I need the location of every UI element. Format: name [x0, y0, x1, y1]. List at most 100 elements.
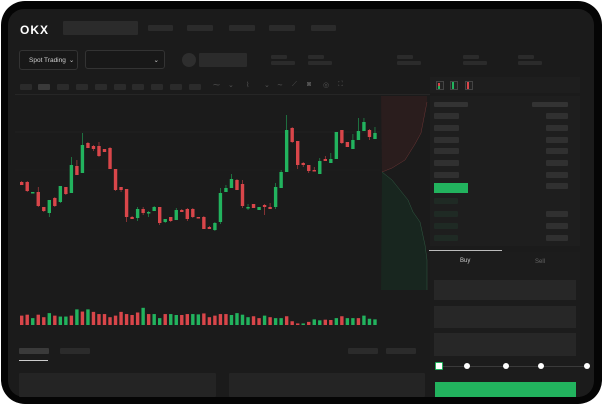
candle[interactable] — [329, 153, 333, 163]
candle[interactable] — [257, 207, 261, 210]
timeframe-button[interactable] — [132, 84, 144, 90]
candle[interactable] — [229, 174, 234, 188]
search-bar[interactable] — [63, 21, 138, 35]
slider-stop-100[interactable] — [584, 363, 590, 369]
timeframe-button[interactable] — [95, 84, 107, 90]
candle[interactable] — [146, 211, 151, 217]
candle[interactable] — [301, 162, 305, 167]
candle[interactable] — [20, 181, 24, 185]
candle[interactable] — [334, 132, 339, 159]
nav-item[interactable] — [229, 25, 255, 31]
chevron-down-icon[interactable]: ⌄ — [264, 82, 270, 89]
timeframe-button[interactable] — [170, 84, 182, 90]
candle[interactable] — [75, 160, 79, 175]
candle[interactable] — [284, 115, 289, 172]
candle[interactable] — [102, 149, 107, 152]
candle[interactable] — [345, 142, 350, 147]
candle[interactable] — [174, 208, 178, 220]
market-selector[interactable]: Spot Trading ⌄ — [19, 50, 78, 70]
buy-submit-button[interactable] — [435, 382, 576, 397]
amount-slider-handle[interactable] — [435, 362, 443, 370]
candle[interactable] — [64, 187, 68, 195]
candle[interactable] — [130, 216, 134, 219]
tab-buy[interactable]: Buy — [460, 258, 471, 264]
candle[interactable] — [31, 192, 35, 194]
candle[interactable] — [69, 157, 74, 193]
candle[interactable] — [340, 130, 344, 144]
candle[interactable] — [362, 118, 366, 131]
candle[interactable] — [58, 186, 63, 203]
candle[interactable] — [224, 185, 228, 192]
tab-order-history[interactable] — [60, 348, 90, 354]
camera-icon[interactable]: ◙ — [307, 81, 312, 88]
timeframe-button[interactable] — [20, 84, 32, 90]
candle[interactable] — [373, 127, 377, 139]
timeframe-button[interactable] — [76, 84, 88, 90]
settings-icon[interactable]: ◎ — [323, 82, 330, 89]
candle[interactable] — [318, 158, 322, 174]
candle[interactable] — [296, 141, 300, 169]
candle[interactable] — [163, 219, 167, 223]
candle[interactable] — [53, 197, 57, 207]
candle[interactable] — [25, 181, 29, 192]
price-input[interactable] — [434, 280, 576, 300]
candle[interactable] — [124, 189, 129, 222]
candle[interactable] — [108, 147, 112, 169]
indicator-wave-icon[interactable]: ∼ — [277, 82, 283, 89]
candle[interactable] — [213, 222, 217, 231]
timeframe-button[interactable] — [189, 84, 201, 90]
nav-item[interactable] — [269, 25, 295, 31]
tab-sell[interactable]: Sell — [535, 259, 546, 265]
candle[interactable] — [279, 170, 283, 188]
candle[interactable] — [119, 187, 123, 192]
timeframe-button[interactable] — [114, 84, 126, 90]
filter-button[interactable] — [386, 348, 416, 354]
timeframe-button[interactable] — [38, 84, 50, 90]
candle[interactable] — [158, 207, 162, 225]
candle[interactable] — [185, 208, 189, 221]
filter-button[interactable] — [348, 348, 378, 354]
candle[interactable] — [141, 207, 145, 215]
candle[interactable] — [196, 217, 201, 219]
candle[interactable] — [367, 129, 372, 140]
candle[interactable] — [273, 183, 278, 209]
nav-item[interactable] — [187, 25, 213, 31]
candle[interactable] — [191, 208, 195, 218]
candle[interactable] — [86, 142, 90, 148]
chart-type-icon[interactable]: ⁓ — [213, 82, 220, 89]
orderbook-asks-icon[interactable] — [465, 81, 473, 90]
orderbook-both-icon[interactable] — [436, 81, 444, 90]
candle[interactable] — [268, 203, 272, 209]
candle[interactable] — [152, 206, 156, 211]
candle[interactable] — [113, 169, 118, 191]
candle[interactable] — [246, 204, 250, 210]
slider-stop-25[interactable] — [464, 363, 470, 369]
candle[interactable] — [202, 216, 206, 229]
chevron-down-icon[interactable]: ⌄ — [228, 82, 234, 89]
slider-stop-50[interactable] — [503, 363, 509, 369]
nav-item[interactable] — [311, 25, 336, 31]
candle[interactable] — [235, 179, 239, 190]
pair-selector[interactable]: ⌄ — [85, 50, 165, 69]
orderbook-bids-icon[interactable] — [450, 81, 458, 90]
candle[interactable] — [135, 207, 140, 221]
candle[interactable] — [91, 145, 96, 151]
candle[interactable] — [351, 134, 355, 149]
ruler-icon[interactable]: ⟋ — [292, 81, 297, 88]
fullscreen-icon[interactable]: ⛶ — [338, 81, 343, 88]
timeframe-button[interactable] — [151, 84, 163, 90]
candle[interactable] — [207, 226, 212, 229]
candle[interactable] — [80, 133, 85, 173]
tab-open-orders[interactable] — [19, 348, 49, 354]
candle[interactable] — [169, 217, 173, 222]
amount-input[interactable] — [434, 306, 576, 328]
candle[interactable] — [180, 209, 184, 212]
slider-stop-75[interactable] — [538, 363, 544, 369]
candle[interactable] — [47, 200, 51, 217]
amount-slider-track[interactable] — [438, 366, 588, 367]
candle[interactable] — [36, 187, 40, 207]
candle[interactable] — [97, 142, 101, 157]
timeframe-button[interactable] — [57, 84, 69, 90]
nav-item[interactable] — [148, 25, 173, 31]
